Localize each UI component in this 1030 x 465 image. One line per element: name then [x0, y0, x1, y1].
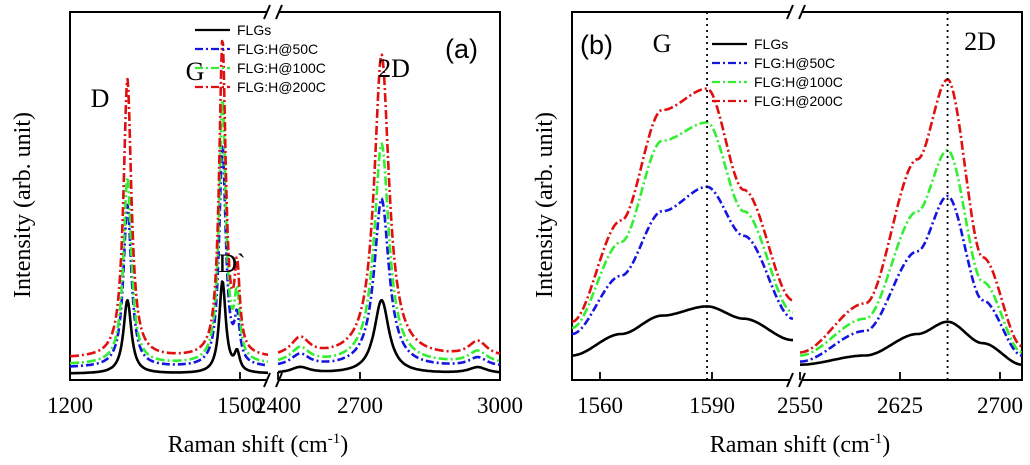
panel-a-axis-break-gap-2: [267, 377, 279, 383]
panel-b-legend-label: FLG:H@100C: [754, 74, 843, 90]
panel-b-x-axis-label: Raman shift (cm-1): [710, 431, 890, 458]
panel-b: (b) Intensity (arb. unit) Raman shift (c…: [532, 4, 1023, 458]
panel-b-axis-break-gap-2: [790, 377, 802, 383]
panel-b-x-axis-label-main: Raman shift (cm: [710, 432, 870, 458]
panel-b-axis-break-mark: [786, 372, 794, 388]
panel-b-axis-break-gap-1: [790, 9, 802, 15]
panel-b-series-flg-h-100c-seg1: [571, 121, 794, 330]
panel-b-legend-label: FLG:H@50C: [754, 55, 835, 71]
panel-a-axis-break-gap-1: [267, 9, 279, 15]
panel-b-series-flg-h-50c-seg1: [571, 185, 794, 336]
panel-b-x-axis-label-end: ): [882, 432, 890, 458]
panel-a-label: (a): [445, 34, 478, 64]
panel-b-x-tick-label: 2625: [877, 393, 923, 418]
panel-a-x-tick-label: 2700: [337, 393, 383, 418]
panel-b-x-axis-label-sup: -1: [870, 431, 883, 447]
panel-a-series-flg-h-100c-seg1: [69, 98, 269, 365]
panel-a-x-axis-label: Raman shift (cm-1): [168, 431, 348, 458]
panel-a-series-flg-h-50c-seg2: [277, 197, 501, 367]
panel-b-series-flg-h-200c-seg1: [571, 87, 794, 323]
panel-a-legend-label: FLG:H@200C: [237, 79, 326, 95]
panel-a-x-tick-label: 1200: [47, 393, 93, 418]
panel-a-x-tick-label: 1500: [217, 393, 263, 418]
panel-a-series-flgs-seg2: [277, 298, 501, 374]
panel-b-peak-label-g: G: [653, 29, 672, 58]
panel-a-series-flg-h-100c-seg2: [277, 142, 501, 363]
panel-a-legend-label: FLG:H@50C: [237, 41, 318, 57]
panel-b-x-tick-label: 2550: [777, 393, 823, 418]
panel-a-x-axis-label-sup: -1: [328, 431, 341, 447]
panel-b-series-flgs-seg1: [571, 305, 793, 357]
panel-b-peak-label-2d: 2D: [964, 27, 996, 56]
panel-a-axis-break-mark: [263, 4, 271, 20]
panel-a-axis-break-mark: [275, 4, 283, 20]
panel-a-plot-frame: [69, 11, 501, 381]
panel-a-legend-label: FLG:H@100C: [237, 60, 326, 76]
panel-a-series-flg-h-200c-seg2: [277, 53, 501, 355]
panel-a-legend-label: FLGs: [237, 22, 271, 38]
panel-a-legend: FLGs FLG:H@50C FLG:H@100C FLG:H@200C: [195, 22, 326, 95]
panel-b-series-flg-h-100c-seg2: [799, 148, 1023, 357]
panel-b-label: (b): [580, 30, 613, 60]
panel-a-axis-break-mark: [263, 372, 271, 388]
panel-b-series-flg-h-200c-seg2: [799, 78, 1023, 354]
panel-b-legend-label: FLG:H@200C: [754, 93, 843, 109]
panel-a-peak-label-2d: 2D: [378, 54, 410, 83]
panel-a-peak-label-d-prime: D`: [218, 249, 245, 278]
panel-a-x-axis-label-main: Raman shift (cm: [168, 432, 328, 458]
panel-b-axis-break-mark: [798, 4, 806, 20]
panel-b-x-tick-label: 1590: [689, 393, 735, 418]
panel-b-y-axis-label: Intensity (arb. unit): [532, 112, 558, 298]
panel-a-y-axis-label: Intensity (arb. unit): [10, 112, 36, 298]
panel-b-series-flg-h-50c-seg2: [800, 194, 1023, 363]
panel-a-peak-label-d: D: [91, 84, 110, 113]
panel-a-peak-label-g: G: [186, 57, 205, 86]
panel-a-x-tick-label: 3000: [477, 393, 523, 418]
panel-b-x-tick-label: 2700: [977, 393, 1023, 418]
panel-a-x-axis-label-end: ): [340, 432, 348, 458]
panel-a-axis-break-mark: [275, 372, 283, 388]
panel-a-x-tick-label: 2400: [255, 393, 301, 418]
panel-b-legend: FLGs FLG:H@50C FLG:H@100C FLG:H@200C: [712, 36, 843, 109]
panel-a-series-flgs-seg1: [69, 280, 269, 375]
panel-a-series-flg-h-50c-seg1: [69, 145, 269, 368]
panel-b-axis-break-mark: [798, 372, 806, 388]
panel-b-legend-label: FLGs: [754, 36, 788, 52]
panel-b-axis-break-mark: [786, 4, 794, 20]
panel-b-x-tick-label: 1560: [577, 393, 623, 418]
panel-a: (a) Intensity (arb. unit) Raman shift (c…: [10, 4, 523, 458]
panel-b-series-flgs-seg2: [800, 320, 1023, 366]
panel-a-series-flg-h-200c-seg1: [69, 39, 269, 358]
